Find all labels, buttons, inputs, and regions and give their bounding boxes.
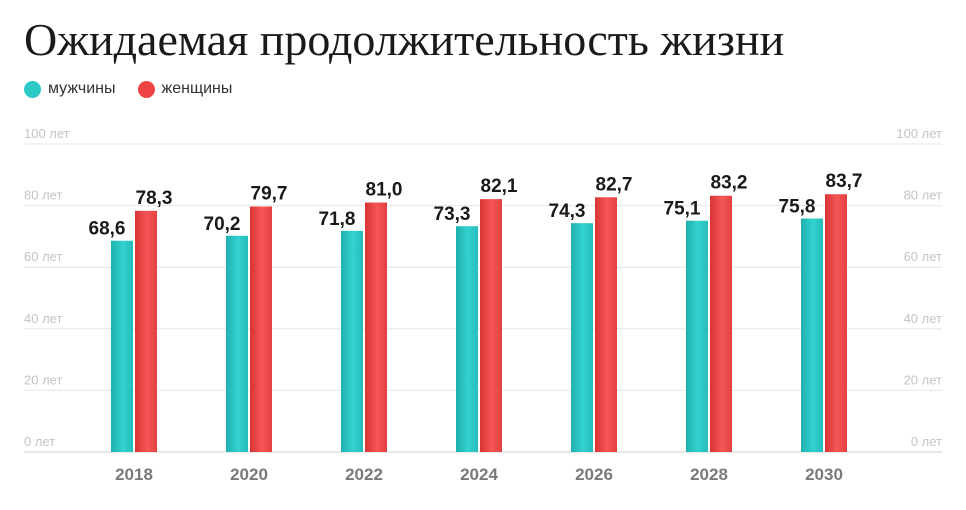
chart-title: Ожидаемая продолжительность жизни [24, 14, 785, 65]
y-tick-left-80: 80 лет [24, 188, 62, 203]
x-tick-2026: 2026 [575, 465, 613, 484]
value-label-men-2022: 71,8 [319, 209, 356, 230]
y-tick-right-80: 80 лет [904, 188, 942, 203]
y-tick-right-60: 60 лет [904, 249, 942, 264]
y-tick-right-0: 0 лет [911, 434, 942, 449]
value-label-women-2018: 78,3 [136, 188, 173, 209]
bar-women-2018 [135, 210, 157, 452]
x-tick-2022: 2022 [345, 465, 383, 484]
bar-men-2018 [111, 240, 133, 452]
y-tick-left-0: 0 лет [24, 434, 55, 449]
legend-item-women: женщины [137, 80, 233, 98]
bar-men-2028 [686, 220, 708, 452]
y-tick-right-100: 100 лет [896, 126, 942, 141]
value-label-women-2030: 83,7 [826, 171, 863, 192]
value-label-men-2030: 75,8 [779, 197, 816, 218]
bar-men-2022 [341, 230, 363, 452]
value-label-women-2020: 79,7 [251, 184, 288, 205]
legend-swatch-men [24, 80, 41, 98]
value-label-men-2028: 75,1 [664, 199, 701, 220]
value-label-men-2026: 74,3 [549, 201, 586, 222]
x-tick-2030: 2030 [805, 465, 843, 484]
bar-men-2020 [226, 235, 248, 452]
bar-women-2026 [595, 197, 617, 452]
x-tick-2028: 2028 [690, 465, 728, 484]
x-tick-2020: 2020 [230, 465, 268, 484]
value-label-women-2026: 82,7 [596, 174, 633, 195]
y-tick-left-100: 100 лет [24, 126, 70, 141]
bar-women-2022 [365, 202, 387, 452]
legend-swatch-women [137, 80, 155, 98]
bar-men-2026 [571, 223, 593, 452]
value-label-men-2018: 68,6 [89, 219, 126, 240]
legend-item-men: мужчины [24, 80, 116, 98]
legend-label-women: женщины [161, 80, 233, 97]
y-tick-right-40: 40 лет [904, 311, 942, 326]
value-label-men-2024: 73,3 [434, 204, 471, 225]
x-tick-2024: 2024 [460, 465, 498, 484]
bar-women-2028 [710, 195, 732, 452]
value-label-women-2028: 83,2 [711, 173, 748, 194]
y-tick-left-60: 60 лет [24, 249, 62, 264]
y-tick-left-40: 40 лет [24, 311, 62, 326]
y-tick-left-20: 20 лет [24, 372, 62, 387]
bar-women-2020 [250, 206, 272, 452]
legend-label-men: мужчины [48, 80, 116, 97]
bar-women-2024 [480, 199, 502, 452]
legend: мужчины женщины [24, 78, 254, 100]
bar-men-2030 [801, 218, 823, 452]
value-label-men-2020: 70,2 [204, 214, 241, 235]
x-tick-2018: 2018 [115, 465, 153, 484]
value-label-women-2024: 82,1 [481, 176, 518, 197]
y-tick-right-20: 20 лет [904, 372, 942, 387]
bar-women-2030 [825, 194, 847, 453]
value-label-women-2022: 81,0 [366, 180, 403, 201]
bar-men-2024 [456, 226, 478, 452]
